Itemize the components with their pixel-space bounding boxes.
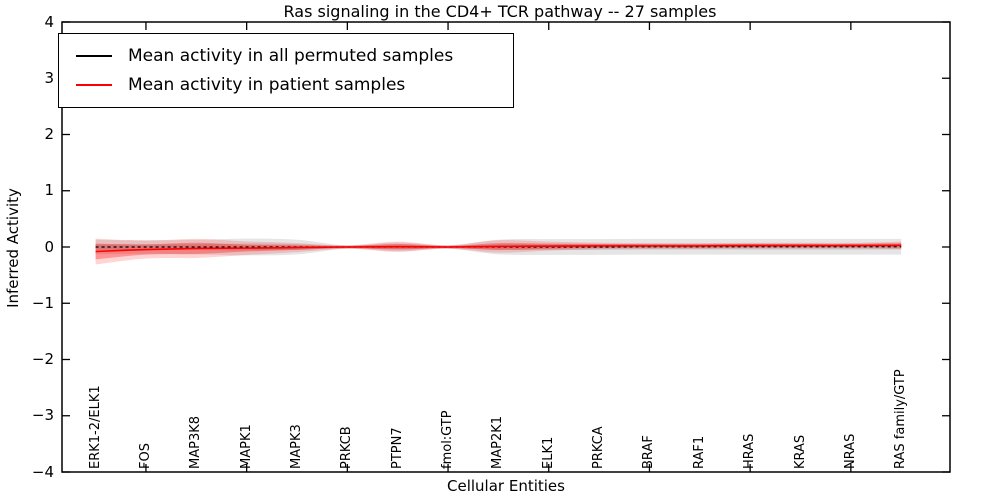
legend-item-permuted: Mean activity in all permuted samples (69, 41, 503, 70)
entity-label: PRKCB (339, 426, 355, 469)
entity-label: fmol:GTP (440, 410, 456, 469)
y-tick-label: −4 (31, 462, 54, 481)
entity-label: BRAF (641, 435, 657, 469)
entity-label: PTPN7 (389, 427, 405, 469)
entity-label: ELK1 (540, 436, 556, 469)
entity-label: HRAS (742, 433, 758, 469)
y-tick-label: 1 (44, 181, 54, 200)
entity-label: MAPK1 (238, 424, 254, 469)
y-tick-label: −1 (31, 293, 54, 312)
legend-label: Mean activity in all permuted samples (128, 45, 454, 66)
legend-item-patient: Mean activity in patient samples (69, 70, 503, 99)
y-tick-label: 3 (44, 68, 54, 87)
entity-label: RAF1 (691, 435, 707, 469)
patient-mean-line (95, 244, 902, 253)
entity-label: RAS family/GTP (893, 369, 909, 469)
x-axis-label: Cellular Entities (447, 477, 565, 495)
legend-line-sample-black (76, 54, 112, 57)
legend: Mean activity in all permuted samples Me… (58, 33, 514, 108)
y-tick-label: −3 (31, 406, 54, 425)
entity-label: NRAS (842, 433, 858, 469)
entity-label: PRKCA (591, 426, 607, 469)
entity-label: MAP3K8 (188, 415, 204, 469)
chart-title: Ras signaling in the CD4+ TCR pathway --… (283, 2, 717, 21)
legend-label: Mean activity in patient samples (128, 74, 406, 95)
entity-label: MAP2K1 (490, 415, 506, 469)
entity-label: KRAS (792, 434, 808, 469)
entity-label: MAPK3 (289, 424, 304, 469)
y-tick-label: 0 (44, 237, 54, 256)
y-tick-label: −2 (31, 350, 54, 368)
entity-label: ERK1-2/ELK1 (87, 385, 103, 469)
y-tick-label: 2 (44, 125, 54, 143)
entity-label: FOS (137, 443, 153, 469)
legend-line-sample-red (76, 83, 112, 86)
y-tick-label: 4 (44, 12, 54, 31)
patient-outer-band (95, 238, 902, 265)
